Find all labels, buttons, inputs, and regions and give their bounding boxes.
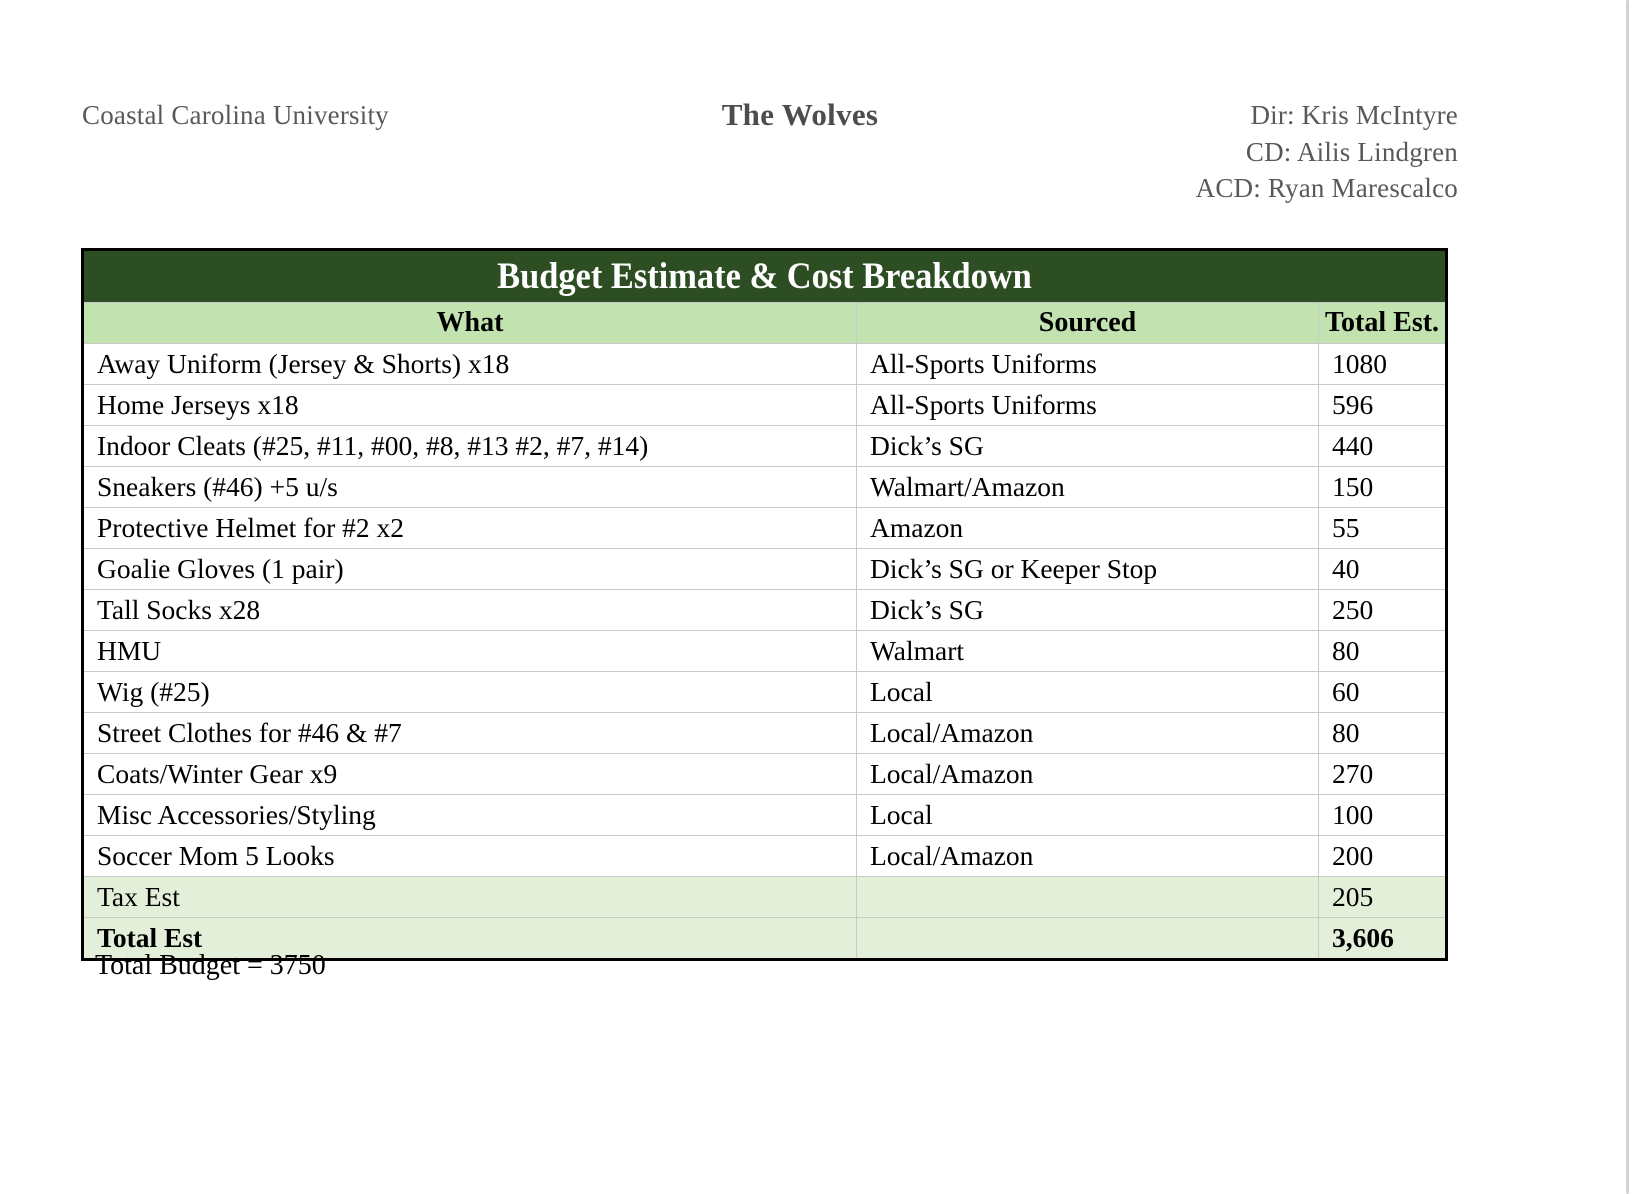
cell-total-est: 60 — [1317, 671, 1448, 713]
cell-what: Sneakers (#46) +5 u/s — [82, 466, 857, 508]
cell-sourced: Walmart/Amazon — [856, 466, 1319, 508]
cell-what: Goalie Gloves (1 pair) — [82, 548, 857, 590]
cell-total-est: 1080 — [1317, 343, 1448, 385]
table-row: Street Clothes for #46 & #7 Local/Amazon 8… — [82, 712, 1448, 754]
cell-total-est: 200 — [1317, 835, 1448, 877]
table-title-text: Budget Estimate & Cost Breakdown — [497, 256, 1032, 297]
table-row: Soccer Mom 5 Looks Local/Amazon 200 — [82, 835, 1448, 877]
cell-what: Coats/Winter Gear x9 — [82, 753, 857, 795]
cell-what: Indoor Cleats (#25, #11, #00, #8, #13 #2… — [82, 425, 857, 467]
column-header-sourced: Sourced — [856, 302, 1319, 344]
column-header-what: What — [82, 302, 857, 344]
table-title: Budget Estimate & Cost Breakdown — [81, 249, 1448, 303]
cell-what: Soccer Mom 5 Looks — [82, 835, 857, 877]
table-row: Protective Helmet for #2 x2 Amazon 55 — [82, 507, 1448, 549]
cell-sourced: All-Sports Uniforms — [856, 343, 1319, 385]
cell-total-est: 205 — [1317, 876, 1448, 918]
cell-what: Wig (#25) — [82, 671, 857, 713]
table-row: Misc Accessories/Styling Local 100 — [82, 794, 1448, 836]
cell-what: HMU — [82, 630, 857, 672]
cell-what: Tall Socks x28 — [82, 589, 857, 631]
cell-sourced: Dick’s SG or Keeper Stop — [856, 548, 1319, 590]
column-header-row: What Sourced Total Est. — [82, 302, 1448, 344]
organization-name: Coastal Carolina University — [82, 100, 389, 130]
cell-sourced: Local/Amazon — [856, 835, 1319, 877]
credit-director: Dir: Kris McIntyre — [1250, 100, 1458, 130]
cell-sourced: Dick’s SG — [856, 589, 1319, 631]
table-row: Home Jerseys x18 All-Sports Uniforms 596 — [82, 384, 1448, 426]
cell-total-est: 80 — [1317, 712, 1448, 754]
cell-what: Street Clothes for #46 & #7 — [82, 712, 857, 754]
cell-total-est: 40 — [1317, 548, 1448, 590]
table-row: Wig (#25) Local 60 — [82, 671, 1448, 713]
cell-total-est: 100 — [1317, 794, 1448, 836]
cell-what: Home Jerseys x18 — [82, 384, 857, 426]
cell-total-est: 3,606 — [1317, 917, 1448, 960]
cell-sourced: Local — [856, 794, 1319, 836]
table-row: HMU Walmart 80 — [82, 630, 1448, 672]
budget-table: Budget Estimate & Cost Breakdown What So… — [81, 248, 1449, 961]
total-estimate-row: Total Est 3,606 — [82, 917, 1448, 960]
credit-costume-designer: CD: Ailis Lindgren — [1245, 136, 1458, 167]
table-title-row: Budget Estimate & Cost Breakdown — [81, 249, 1448, 303]
budget-table-body: Away Uniform (Jersey & Shorts) x18 All-Sp… — [82, 343, 1448, 960]
cell-sourced — [856, 876, 1319, 918]
table-row: Sneakers (#46) +5 u/s Walmart/Amazon 150 — [82, 466, 1448, 508]
cell-what: Protective Helmet for #2 x2 — [82, 507, 857, 549]
cell-sourced: Amazon — [856, 507, 1319, 549]
cell-what: Away Uniform (Jersey & Shorts) x18 — [82, 343, 857, 385]
credits-block: Dir: Kris McIntyre CD: Ailis Lindgren AC… — [1196, 97, 1458, 207]
cell-sourced — [856, 917, 1319, 960]
cell-sourced: All-Sports Uniforms — [856, 384, 1319, 426]
cell-total-est: 440 — [1317, 425, 1448, 467]
total-budget-note: Total Budget = 3750 — [95, 950, 326, 981]
page-right-edge — [1626, 0, 1629, 1194]
table-row: Indoor Cleats (#25, #11, #00, #8, #13 #2… — [82, 425, 1448, 467]
table-row: Coats/Winter Gear x9 Local/Amazon 270 — [82, 753, 1448, 795]
cell-sourced: Local/Amazon — [856, 753, 1319, 795]
cell-total-est: 250 — [1317, 589, 1448, 631]
cell-sourced: Local/Amazon — [856, 712, 1319, 754]
cell-total-est: 596 — [1317, 384, 1448, 426]
table-row: Away Uniform (Jersey & Shorts) x18 All-Sp… — [82, 343, 1448, 385]
tax-estimate-row: Tax Est 205 — [82, 876, 1448, 918]
cell-sourced: Local — [856, 671, 1319, 713]
cell-total-est: 55 — [1317, 507, 1448, 549]
cell-total-est: 80 — [1317, 630, 1448, 672]
document-header: Coastal Carolina University The Wolves D… — [82, 0, 1458, 220]
cell-what: Tax Est — [82, 876, 857, 918]
cell-total-est: 270 — [1317, 753, 1448, 795]
column-header-total-est: Total Est. — [1317, 302, 1448, 344]
table-row: Tall Socks x28 Dick’s SG 250 — [82, 589, 1448, 631]
credit-assistant-costume-designer: ACD: Ryan Marescalco — [1195, 173, 1458, 203]
cell-sourced: Dick’s SG — [856, 425, 1319, 467]
cell-what: Total Est — [82, 917, 857, 960]
cell-sourced: Walmart — [856, 630, 1319, 672]
show-title: The Wolves — [721, 97, 879, 132]
cell-what: Misc Accessories/Styling — [82, 794, 857, 836]
cell-total-est: 150 — [1317, 466, 1448, 508]
table-row: Goalie Gloves (1 pair) Dick’s SG or Keepe… — [82, 548, 1448, 590]
